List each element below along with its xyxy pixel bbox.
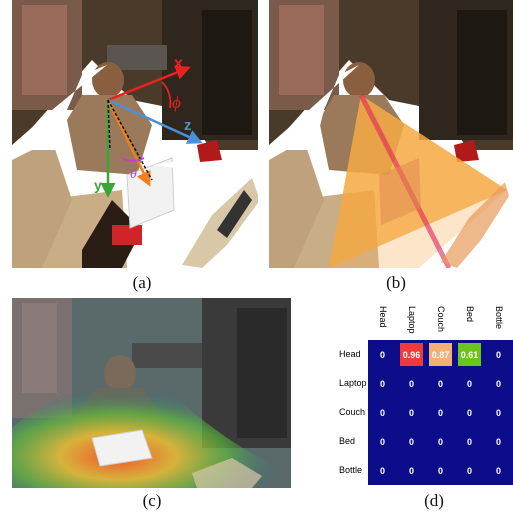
relation-matrix: Head Laptop Couch Bed Bottle Head Laptop Couch B… [330, 300, 513, 490]
matrix-column-label: Couch [435, 306, 446, 333]
matrix-cell: 0.87 [429, 343, 452, 366]
caption-c: (c) [142, 491, 162, 510]
matrix-cell: 0 [495, 436, 501, 447]
matrix-cell: 0 [466, 407, 472, 418]
matrix-cell: 0 [495, 378, 501, 389]
panel-b-scene [269, 0, 513, 268]
matrix-cell: 0 [466, 465, 472, 476]
matrix-cell: 0 [408, 436, 414, 447]
panel-d: Head Laptop Couch Bed Bottle Head Laptop Couch B… [330, 300, 513, 490]
matrix-cell: 0 [495, 465, 501, 476]
panel-b [269, 0, 513, 268]
z-axis-label: z [184, 117, 192, 134]
matrix-cell: 0 [408, 378, 414, 389]
matrix-row-label: Couch [339, 406, 366, 417]
matrix-cell: 0.96 [400, 343, 423, 366]
caption-d: (d) [424, 491, 444, 510]
matrix-cell: 0 [495, 349, 501, 360]
matrix-cell: 0 [437, 436, 443, 447]
matrix-row-label: Laptop [339, 377, 367, 388]
matrix-column-label: Bottle [493, 306, 504, 330]
matrix-cell: 0 [437, 378, 443, 389]
theta-label: θ [130, 167, 137, 182]
matrix-cell: 0 [437, 407, 443, 418]
matrix-column-label: Bed [464, 306, 475, 323]
matrix-cell: 0.61 [458, 343, 481, 366]
matrix-cell: 0 [408, 407, 414, 418]
matrix-cell: 0 [437, 465, 443, 476]
matrix-column-label: Laptop [406, 306, 417, 334]
caption-a: (a) [132, 273, 152, 292]
matrix-cell: 0 [379, 465, 385, 476]
panel-c [12, 298, 291, 488]
panel-c-heatmap [12, 298, 291, 488]
matrix-column-label: Head [377, 306, 388, 328]
matrix-row-label: Bottle [339, 464, 363, 475]
y-axis-label: y [94, 177, 102, 193]
phi-label: ϕ [172, 93, 181, 112]
matrix-cell: 0 [379, 378, 385, 389]
matrix-row-label: Head [339, 348, 361, 359]
caption-b: (b) [386, 273, 406, 292]
matrix-cell: 0 [379, 349, 385, 360]
panel-a: x ϕ z y θ [12, 0, 258, 268]
matrix-cell: 0 [466, 436, 472, 447]
matrix-row-label: Bed [339, 435, 356, 446]
matrix-cell: 0 [379, 436, 385, 447]
matrix-cell: 0 [379, 407, 385, 418]
matrix-cell: 0 [495, 407, 501, 418]
matrix-cell: 0 [466, 378, 472, 389]
panel-a-scene: x ϕ z y θ [12, 0, 258, 268]
matrix-cell: 0 [408, 465, 414, 476]
x-axis-label: x [174, 55, 183, 72]
